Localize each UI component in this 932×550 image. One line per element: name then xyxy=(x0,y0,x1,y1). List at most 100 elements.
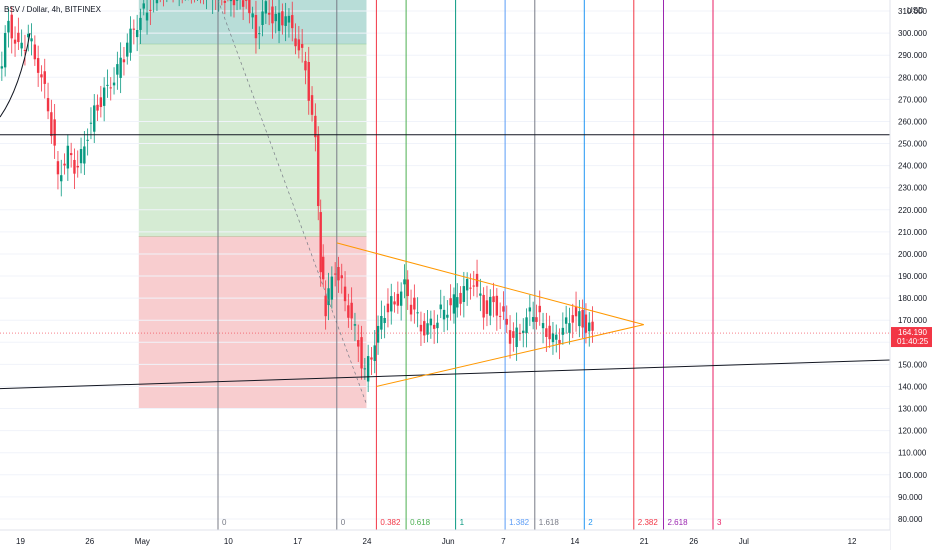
candle xyxy=(469,287,472,289)
candle xyxy=(340,275,343,279)
candle xyxy=(531,317,535,322)
candle xyxy=(317,135,320,207)
candle xyxy=(40,74,43,78)
curve-line xyxy=(0,33,31,118)
candle xyxy=(564,317,568,324)
candle xyxy=(79,149,83,164)
candle xyxy=(535,317,538,322)
candle xyxy=(223,0,227,3)
candle xyxy=(132,28,136,30)
candle xyxy=(353,324,357,326)
candle xyxy=(551,333,555,343)
candle xyxy=(574,307,578,317)
candle xyxy=(46,98,50,112)
currency-label: USD xyxy=(907,6,924,15)
price-tick-label: 100.000 xyxy=(898,471,927,480)
time-tick-label: 14 xyxy=(570,537,579,546)
candle xyxy=(406,279,409,297)
candle xyxy=(409,304,413,315)
time-tick-label: 19 xyxy=(16,537,25,546)
price-tick-label: 270.000 xyxy=(898,95,927,104)
candle xyxy=(485,300,489,314)
candle xyxy=(310,95,314,115)
fib-label: 0 xyxy=(222,518,227,527)
candle xyxy=(324,295,327,317)
price-tick-label: 230.000 xyxy=(898,184,927,193)
candle xyxy=(126,42,129,57)
candle xyxy=(0,66,4,69)
candle xyxy=(53,119,56,146)
time-tick-label: Jul xyxy=(739,537,749,546)
candle xyxy=(426,323,429,335)
zone-stop xyxy=(138,236,367,409)
price-tick-label: 80.000 xyxy=(898,515,923,524)
candle xyxy=(235,0,239,1)
candle xyxy=(333,273,337,275)
price-tick-label: 90.000 xyxy=(898,493,923,502)
price-tick-label: 170.000 xyxy=(898,316,927,325)
time-tick-label: 26 xyxy=(689,537,698,546)
price-tick-label: 180.000 xyxy=(898,294,927,303)
price-axis[interactable]: 310.000 300.000 290.000 280.000 270.000 260.0… xyxy=(889,0,932,550)
candle xyxy=(439,304,442,310)
candle xyxy=(502,306,505,312)
candle xyxy=(479,293,482,296)
candle xyxy=(17,32,20,43)
candle xyxy=(396,293,400,306)
candle xyxy=(307,61,310,101)
candle xyxy=(241,0,245,7)
candle xyxy=(261,11,264,25)
candle xyxy=(558,339,561,344)
candle xyxy=(284,16,287,26)
candle xyxy=(20,42,23,49)
fib-label: 0 xyxy=(341,518,346,527)
candle xyxy=(508,330,512,344)
candle xyxy=(472,285,475,287)
candle xyxy=(264,1,268,14)
candle xyxy=(571,315,574,323)
candle xyxy=(347,305,350,318)
candle xyxy=(244,0,248,1)
time-tick-label: 26 xyxy=(85,537,94,546)
candle xyxy=(119,57,122,78)
candle xyxy=(419,324,423,332)
fib-label: 3 xyxy=(717,518,722,527)
price-tick-label: 130.000 xyxy=(898,405,927,414)
price-tick-label: 290.000 xyxy=(898,51,927,60)
time-axis[interactable]: 19 26 May 10 17 24 Jun 7 14 21 26 Jul 12 xyxy=(0,529,890,550)
price-tick-label: 120.000 xyxy=(898,427,927,436)
candle xyxy=(528,307,532,312)
chart-title: BSV / Dollar, 4h, BITFINEX xyxy=(4,5,102,14)
candle xyxy=(370,357,373,360)
price-tick-label: 280.000 xyxy=(898,73,927,82)
fib-label: 0.382 xyxy=(380,518,401,527)
fib-label: 2 xyxy=(588,518,593,527)
fib-label: 2.382 xyxy=(638,518,659,527)
candle xyxy=(297,39,301,51)
price-tick-label: 210.000 xyxy=(898,228,927,237)
candle xyxy=(83,146,86,164)
candle xyxy=(33,44,37,60)
candle xyxy=(321,256,325,280)
price-tick-label: 190.000 xyxy=(898,272,927,281)
candle xyxy=(232,0,236,6)
candle xyxy=(393,301,396,305)
candle xyxy=(291,15,294,29)
candle xyxy=(515,327,518,348)
candle xyxy=(337,267,340,281)
candle xyxy=(465,279,469,291)
price-tick-label: 110.000 xyxy=(898,449,927,458)
candle xyxy=(139,17,142,30)
candle xyxy=(135,29,139,38)
candle xyxy=(386,303,390,313)
candle xyxy=(366,356,370,382)
candle xyxy=(482,294,485,318)
fib-label: 1.618 xyxy=(539,518,560,527)
candle xyxy=(423,321,426,336)
time-tick-label: 17 xyxy=(293,537,302,546)
candle xyxy=(122,59,126,63)
time-tick-label: 10 xyxy=(224,537,233,546)
candle xyxy=(591,321,594,331)
price-tick-label: 250.000 xyxy=(898,140,927,149)
